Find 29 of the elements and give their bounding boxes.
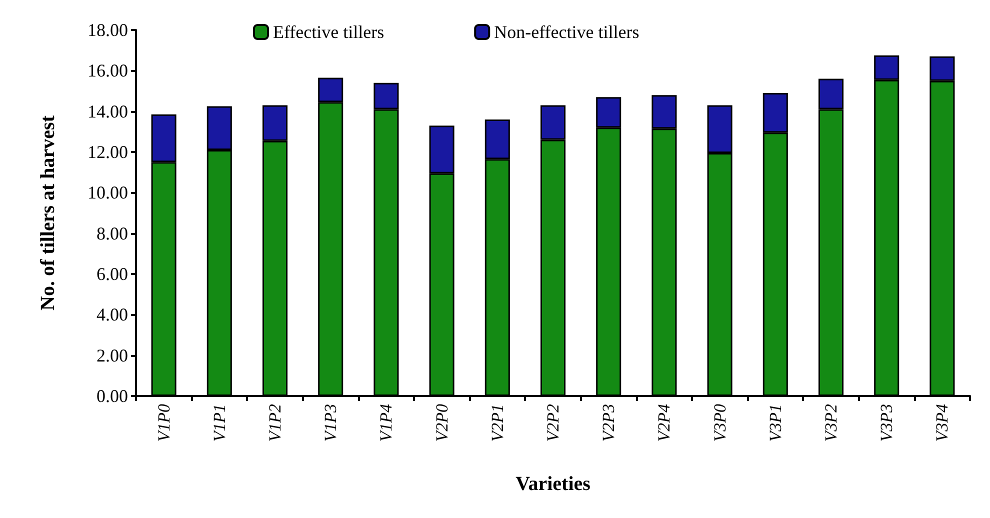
legend-label: Non-effective tillers	[494, 22, 640, 42]
x-tick-label: V3P2	[822, 404, 840, 442]
y-tick-label: 2.00	[96, 345, 128, 366]
x-tick-label: V3P4	[932, 404, 952, 442]
x-tick-label: V2P1	[488, 404, 507, 442]
y-tick-label: 10.00	[88, 182, 128, 203]
x-tick-label: V2P4	[654, 404, 674, 442]
y-tick-label: 14.00	[88, 101, 128, 122]
legend-label: Effective tillers	[273, 22, 384, 42]
x-tick-label: V2P3	[599, 404, 618, 442]
x-tick-label: V1P3	[321, 404, 340, 442]
x-tick-label: V2P2	[544, 404, 562, 442]
x-tick-label: V1P4	[376, 404, 396, 442]
y-axis-title: No. of tillers at harvest	[37, 115, 59, 310]
y-tick-label: 18.00	[88, 20, 128, 40]
y-tick-label: 0.00	[96, 386, 128, 406]
x-tick-label: V3P1	[766, 404, 785, 442]
y-tick-label: 6.00	[96, 264, 128, 284]
x-tick-label: V3P0	[710, 404, 730, 442]
x-tick-label: V1P1	[210, 404, 229, 442]
x-axis-title: Varieties	[516, 473, 591, 495]
y-tick-label: 8.00	[96, 223, 128, 244]
y-tick-label: 4.00	[96, 304, 128, 325]
y-tick-label: 12.00	[88, 142, 128, 162]
y-tick-label: 16.00	[88, 60, 128, 81]
x-tick-label: V2P0	[432, 404, 452, 442]
x-tick-label: V3P3	[877, 404, 896, 442]
x-tick-label: V1P0	[154, 404, 174, 442]
x-tick-label: V1P2	[266, 404, 284, 442]
